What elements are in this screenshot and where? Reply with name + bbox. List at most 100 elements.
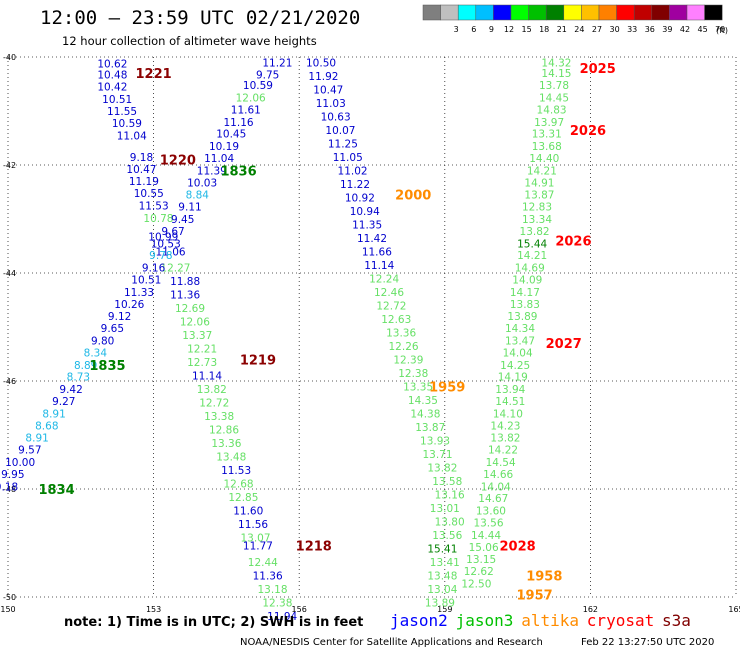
swh-value: 9.27 — [52, 396, 75, 408]
colorbar-tick-label: 39 — [662, 25, 672, 34]
swh-value: 14.38 — [410, 408, 440, 420]
footer-credit: NOAA/NESDIS Center for Satellite Applica… — [240, 637, 543, 648]
swh-value: 10.63 — [321, 111, 351, 123]
swh-value: 11.56 — [238, 519, 268, 531]
swh-value: 8.91 — [42, 408, 65, 420]
swh-value: 12.21 — [187, 344, 217, 356]
swh-value: 13.82 — [197, 384, 227, 396]
swh-value: 11.55 — [107, 106, 137, 118]
swh-value: 14.25 — [500, 360, 530, 372]
swh-value: 10.59 — [243, 80, 273, 92]
pass-time-label: 1836 — [220, 164, 256, 179]
colorbar-swatch — [616, 4, 635, 21]
swh-value: 13.80 — [435, 516, 465, 528]
swh-value: 13.34 — [522, 214, 552, 226]
swh-value: 10.59 — [112, 118, 142, 130]
swh-value: 13.47 — [505, 336, 535, 348]
colorbar-swatch — [545, 4, 565, 21]
swh-value: 13.93 — [420, 435, 450, 447]
y-tick-label: -40 — [3, 53, 16, 62]
mission-label: jason2 — [390, 611, 448, 630]
swh-value: 9.12 — [108, 311, 131, 323]
pass-time-labels: 1221 1220 1836 1835 1834 1219 1218 2000 1959 1958… — [38, 62, 615, 603]
swh-value: 8.84 — [186, 190, 210, 202]
swh-value: 10.94 — [350, 206, 380, 218]
swh-value: 14.35 — [408, 395, 438, 407]
mission-legend: jason2 jason3 altika cryosat s3a — [390, 611, 691, 630]
x-tick-label: 150 — [0, 605, 15, 614]
swh-value: 10.50 — [306, 57, 336, 69]
colorbar-tick-label: 24 — [574, 25, 584, 34]
colorbar-tick-label: 18 — [539, 25, 549, 34]
y-tick-label: -44 — [3, 269, 16, 278]
colorbar-tick-label: 33 — [627, 25, 637, 34]
colorbar-swatch — [457, 4, 477, 21]
swh-value: 12.62 — [464, 566, 494, 578]
swh-value: 13.48 — [216, 452, 246, 464]
swh-value: 9.11 — [178, 202, 201, 214]
swh-value: 14.40 — [529, 153, 559, 165]
swh-value: 11.04 — [117, 130, 147, 142]
colorbar-swatch — [704, 4, 723, 21]
swh-value: 12.69 — [175, 303, 205, 315]
swh-value: 14.32 — [541, 57, 571, 69]
swh-value: 10.00 — [5, 457, 35, 469]
colorbar-swatch — [475, 4, 494, 21]
pass-time-label: 1957 — [516, 588, 552, 603]
swh-value: 14.51 — [495, 396, 525, 408]
x-tick-label: 159 — [437, 605, 452, 614]
chart-title: 12:00 – 23:59 UTC 02/21/2020 — [40, 7, 360, 29]
swh-value: 11.61 — [231, 104, 261, 116]
swh-value: 12.06 — [236, 93, 266, 105]
swh-value: 11.36 — [253, 570, 283, 582]
colorbar-tick-label: 15 — [522, 25, 532, 34]
colorbar-swatch — [686, 4, 705, 21]
swh-value: 13.31 — [532, 129, 562, 141]
pass-time-label: 1219 — [240, 353, 276, 368]
swh-value: 13.87 — [524, 190, 554, 202]
colorbar-swatch — [528, 4, 547, 21]
swh-value: 10.42 — [97, 82, 127, 94]
colorbar-swatch — [633, 4, 653, 21]
swh-value: 9.42 — [59, 384, 82, 396]
swh-value: 14.66 — [483, 469, 513, 481]
swh-value: 12.50 — [461, 579, 491, 591]
pass-time-label: 2028 — [500, 540, 536, 555]
swh-value: 10.53 — [151, 238, 181, 250]
swh-value: 13.36 — [386, 327, 416, 339]
colorbar-swatch — [422, 4, 441, 21]
swh-value: 11.77 — [243, 541, 273, 553]
footer-note: note: 1) Time is in UTC; 2) SWH is in fe… — [64, 615, 363, 630]
swh-value: 14.10 — [493, 408, 523, 420]
swh-value: 11.39 — [197, 165, 227, 177]
swh-value: 13.87 — [415, 422, 445, 434]
pass-time-label: 2026 — [555, 235, 591, 250]
x-tick-label: 165 — [728, 605, 740, 614]
swh-value: 10.26 — [114, 299, 144, 311]
x-tick-label: 156 — [292, 605, 307, 614]
pass-time-label: 1835 — [89, 359, 125, 374]
swh-value: 14.44 — [471, 530, 501, 542]
y-tick-label: -48 — [3, 485, 16, 494]
swh-value: 13.82 — [490, 433, 520, 445]
swh-value: 13.37 — [182, 330, 212, 342]
swh-value: 12.63 — [381, 314, 411, 326]
swh-value: 9.45 — [171, 214, 194, 226]
swh-value: 14.34 — [505, 323, 535, 335]
swh-value: 10.47 — [313, 84, 343, 96]
colorbar-swatch — [563, 4, 582, 21]
swh-value: 11.53 — [139, 201, 169, 213]
pass-time-label: 1959 — [429, 380, 465, 395]
swh-value: 8.89 — [74, 360, 97, 372]
swh-value: 11.92 — [308, 71, 338, 83]
swh-value: 13.16 — [435, 489, 465, 501]
swh-value: 11.21 — [262, 57, 292, 69]
swh-value: 9.57 — [18, 445, 41, 457]
swh-value: 13.01 — [430, 503, 460, 515]
swh-value: 9.18 — [130, 152, 153, 164]
swh-value: 14.22 — [488, 445, 518, 457]
swh-value: 14.67 — [478, 493, 508, 505]
colorbar-swatch — [651, 4, 670, 21]
swh-value: 10.19 — [209, 141, 239, 153]
